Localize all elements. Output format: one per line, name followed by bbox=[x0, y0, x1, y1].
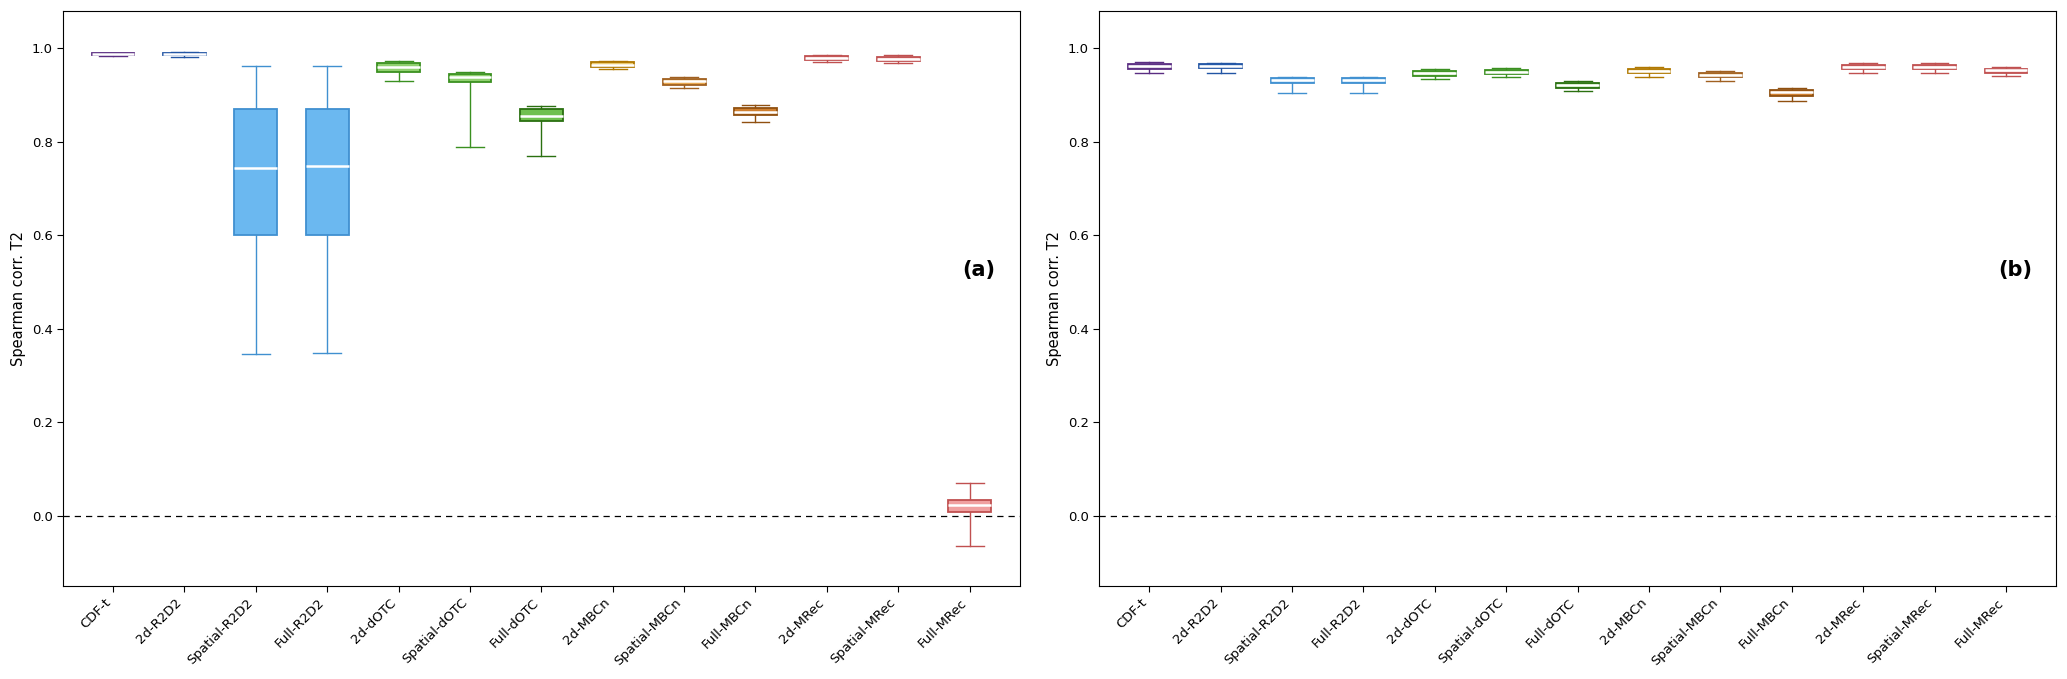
Bar bbox=[1556, 83, 1600, 88]
Bar bbox=[1414, 71, 1457, 75]
Bar bbox=[806, 56, 847, 60]
Text: (b): (b) bbox=[1999, 259, 2032, 280]
Bar bbox=[591, 62, 635, 67]
Bar bbox=[449, 74, 492, 82]
Bar bbox=[1627, 69, 1670, 73]
Text: (a): (a) bbox=[963, 259, 994, 280]
Bar bbox=[521, 109, 562, 121]
Y-axis label: Spearman corr. T2: Spearman corr. T2 bbox=[1048, 231, 1062, 366]
Bar bbox=[1484, 70, 1528, 74]
Bar bbox=[1984, 69, 2028, 73]
Bar bbox=[1129, 64, 1170, 69]
Bar bbox=[1699, 73, 1742, 77]
Bar bbox=[306, 109, 349, 236]
Bar bbox=[376, 63, 420, 72]
Bar bbox=[949, 500, 990, 512]
Bar bbox=[1842, 65, 1885, 69]
Bar bbox=[1271, 78, 1313, 83]
Y-axis label: Spearman corr. T2: Spearman corr. T2 bbox=[10, 231, 27, 366]
Bar bbox=[664, 79, 705, 85]
Bar bbox=[1199, 65, 1242, 68]
Bar bbox=[876, 57, 920, 61]
Bar bbox=[91, 53, 134, 55]
Bar bbox=[1341, 78, 1385, 83]
Bar bbox=[1769, 90, 1813, 96]
Bar bbox=[734, 108, 777, 115]
Bar bbox=[234, 109, 277, 236]
Bar bbox=[163, 53, 207, 56]
Bar bbox=[1914, 65, 1955, 69]
